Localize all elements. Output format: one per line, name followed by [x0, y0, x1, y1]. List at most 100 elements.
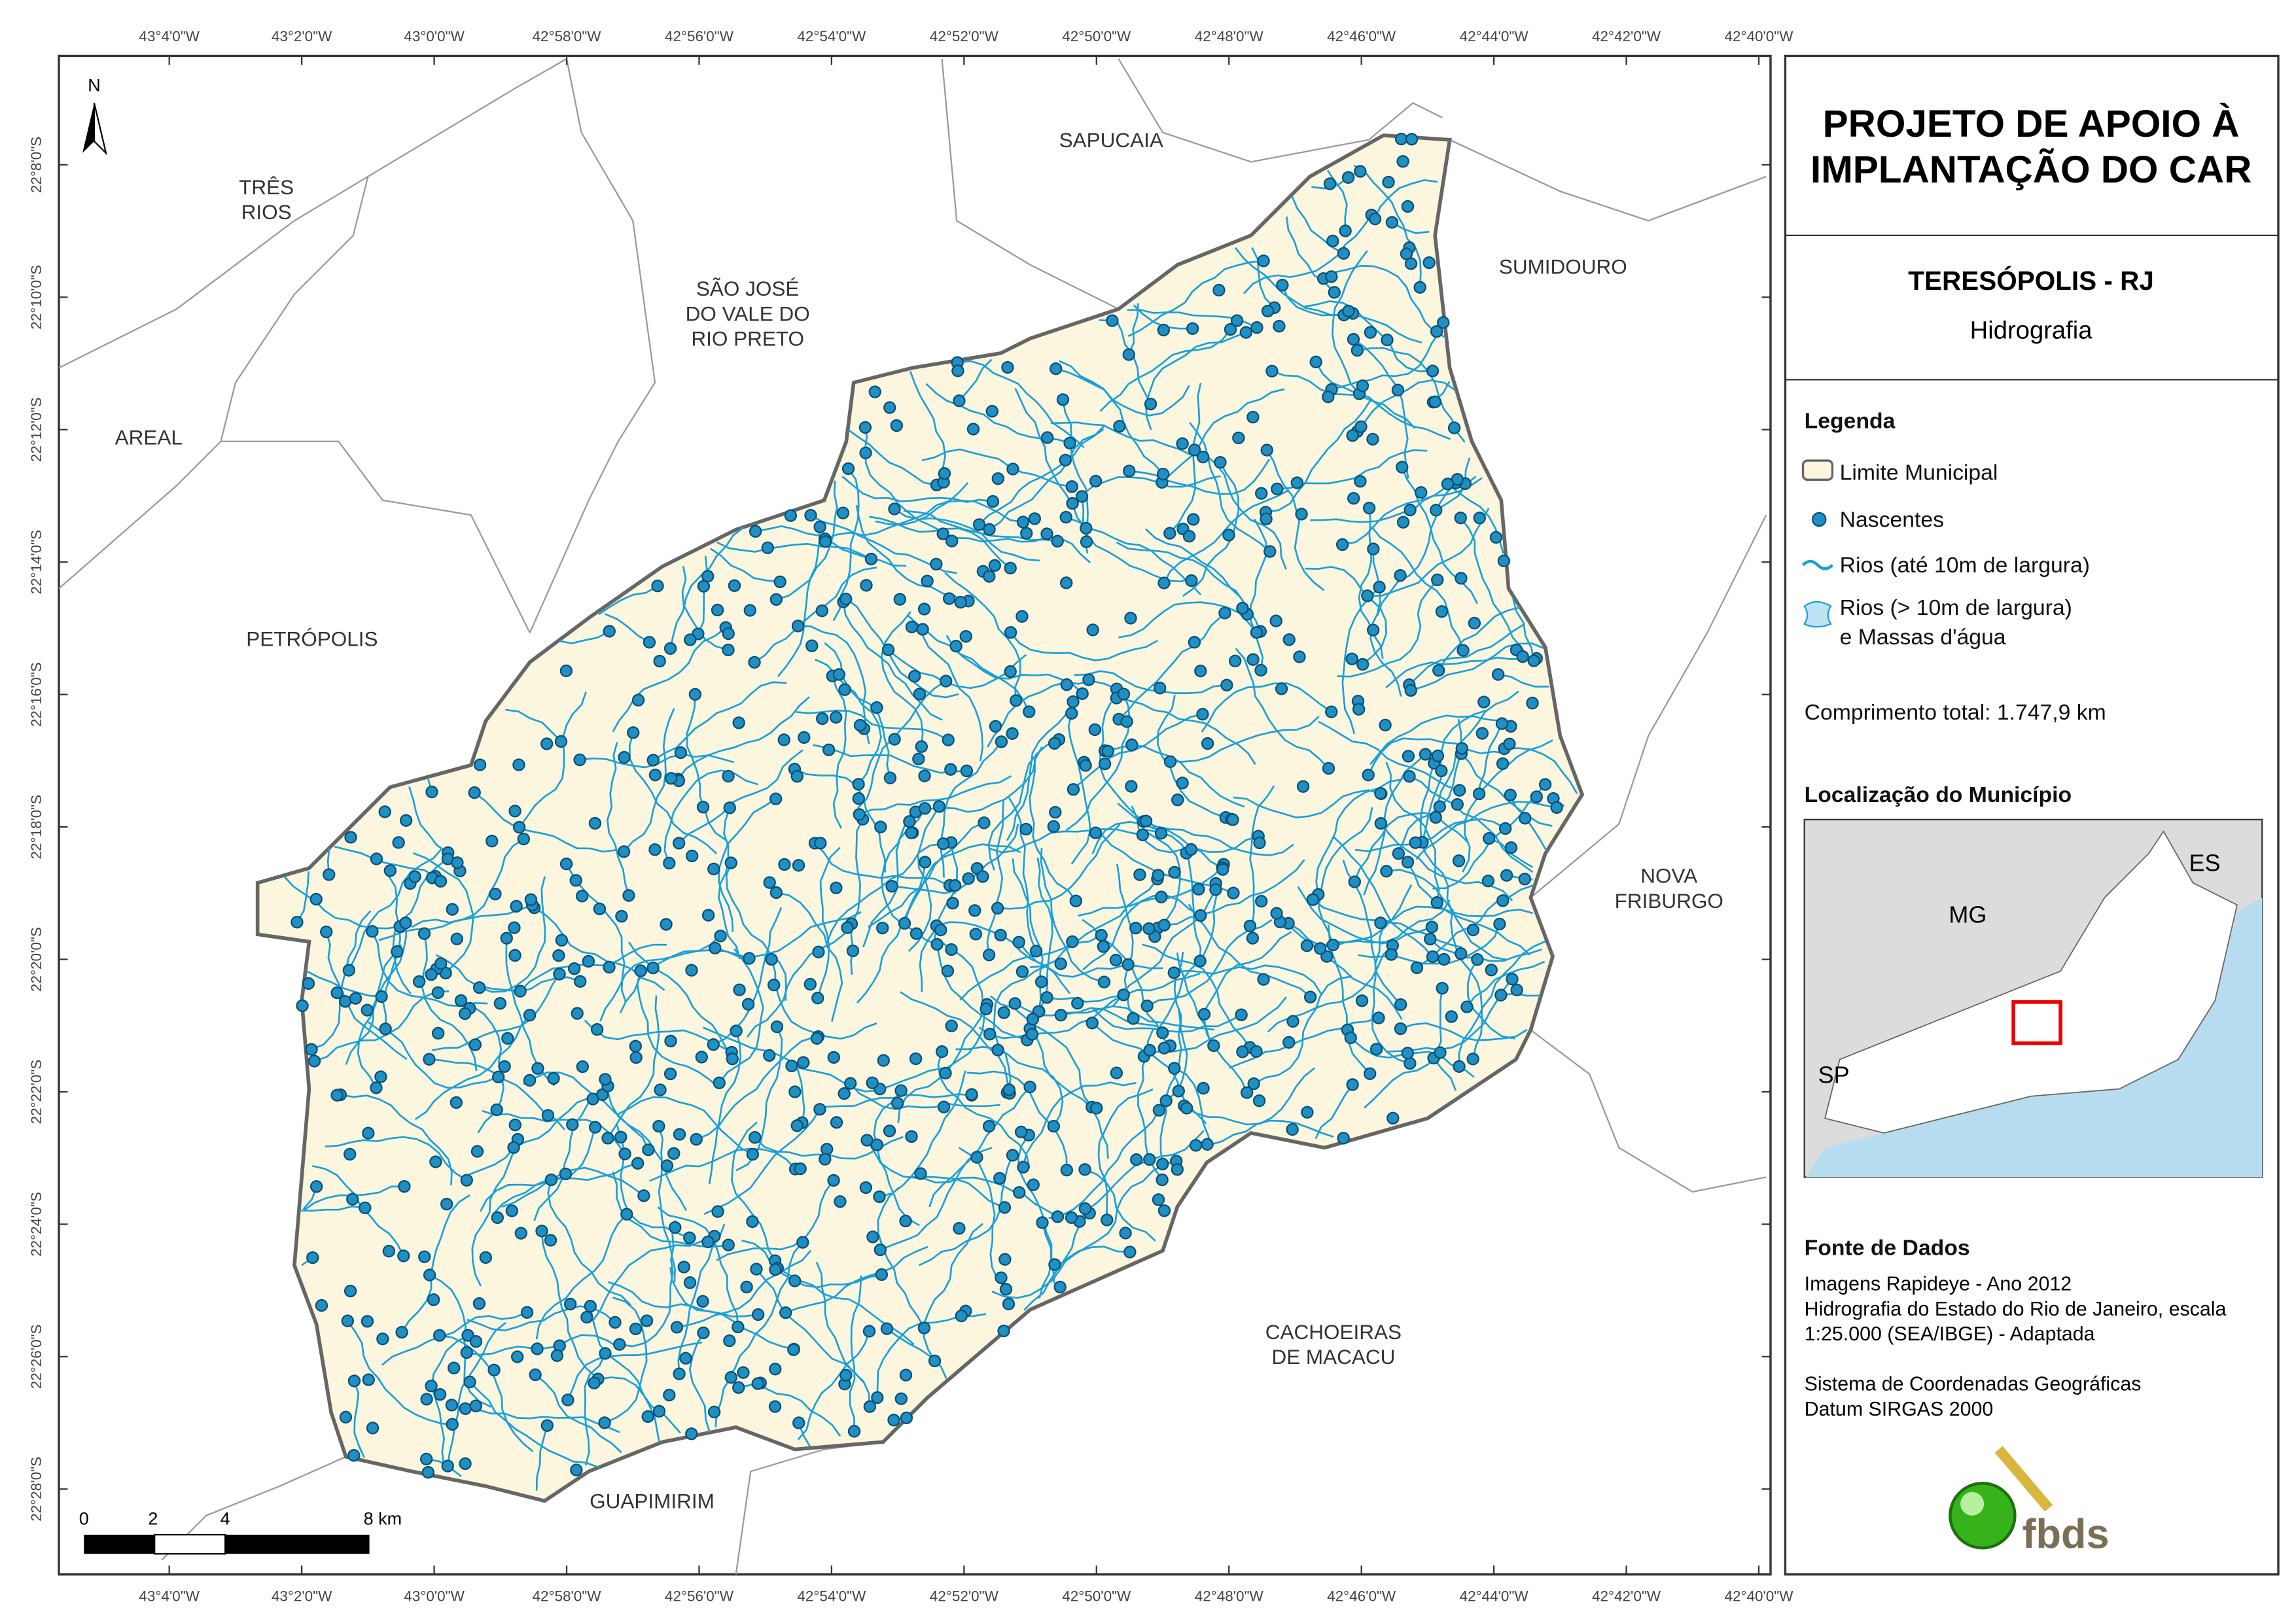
- logo-ball: [1949, 1482, 2017, 1550]
- river: [1337, 579, 1438, 678]
- spring: [871, 1391, 884, 1405]
- river: [1176, 952, 1248, 1093]
- spring: [1391, 383, 1405, 396]
- spring: [1437, 316, 1450, 329]
- spring: [1260, 444, 1273, 457]
- spring: [890, 419, 903, 432]
- river: [1128, 303, 1139, 355]
- spring: [1430, 504, 1443, 517]
- river: [1235, 247, 1344, 316]
- spring: [1034, 975, 1048, 988]
- spring: [1232, 431, 1245, 445]
- spring: [815, 604, 828, 618]
- river: [1029, 1028, 1109, 1159]
- lon-label: 43°2'0"W: [272, 1588, 332, 1604]
- spring: [634, 964, 647, 977]
- spring: [841, 462, 855, 476]
- spring: [1424, 932, 1437, 946]
- spring: [1374, 817, 1388, 830]
- spring: [323, 868, 336, 881]
- spring: [732, 1320, 745, 1334]
- spring: [903, 815, 916, 828]
- spring: [1194, 909, 1207, 922]
- spring: [1002, 1083, 1016, 1096]
- spring: [582, 954, 595, 968]
- spring: [1196, 450, 1210, 464]
- river: [955, 1046, 1064, 1127]
- spring: [588, 1376, 601, 1389]
- place-name: DO VALE DO: [686, 302, 810, 325]
- spring: [1396, 155, 1409, 168]
- spring: [1089, 474, 1103, 488]
- river: [347, 1320, 454, 1426]
- spring: [1065, 1211, 1078, 1224]
- river: [1409, 775, 1534, 873]
- spring: [999, 1283, 1013, 1296]
- spring: [1159, 1094, 1173, 1108]
- spring: [1106, 314, 1119, 327]
- spring: [1394, 569, 1407, 582]
- river: [1371, 526, 1464, 651]
- spring: [1339, 224, 1352, 237]
- spring: [1477, 695, 1491, 708]
- river: [677, 696, 810, 780]
- spring: [832, 668, 846, 681]
- spring: [1176, 437, 1189, 450]
- spring: [905, 620, 919, 634]
- spring: [888, 502, 901, 515]
- spring: [1218, 606, 1231, 620]
- spring: [905, 1130, 918, 1143]
- spring: [1171, 1163, 1184, 1176]
- spring: [1503, 737, 1516, 750]
- spring: [894, 1084, 908, 1097]
- spring: [1282, 1036, 1296, 1049]
- river: [958, 1147, 1007, 1290]
- spring: [508, 1118, 521, 1132]
- spring: [346, 1193, 359, 1206]
- spring: [584, 1300, 597, 1313]
- spring: [714, 930, 727, 943]
- spring: [768, 1400, 782, 1413]
- spring: [593, 902, 607, 916]
- sources-title: Fonte de Dados: [1805, 1236, 1970, 1261]
- scale-label: 4: [221, 1509, 230, 1528]
- legend-item: Limite Municipal: [1840, 460, 1998, 485]
- spring: [615, 909, 628, 923]
- spring: [1491, 668, 1505, 681]
- lon-label: 42°50'0"W: [1062, 1588, 1131, 1604]
- river: [617, 1096, 753, 1155]
- spring: [491, 1211, 504, 1224]
- river: [937, 1051, 1031, 1168]
- spring: [603, 625, 616, 638]
- spring: [609, 1316, 622, 1329]
- spring: [875, 1268, 889, 1282]
- river: [815, 1261, 871, 1407]
- spring: [433, 1388, 447, 1401]
- river: [725, 862, 787, 1001]
- river: [296, 871, 310, 923]
- spring: [349, 992, 362, 1005]
- river: [1169, 383, 1202, 534]
- inset-label: ES: [2189, 850, 2221, 877]
- spring: [1322, 761, 1335, 775]
- river: [299, 1205, 366, 1212]
- spring: [1482, 831, 1496, 845]
- spring: [315, 1299, 328, 1312]
- lon-label: 42°42'0"W: [1592, 28, 1661, 44]
- spring: [648, 843, 662, 856]
- river: [726, 1242, 804, 1380]
- spring: [743, 604, 756, 617]
- spring: [891, 1096, 904, 1109]
- river: [604, 1079, 688, 1212]
- spring: [1004, 665, 1017, 678]
- spring: [1457, 644, 1470, 657]
- river: [842, 601, 943, 721]
- spring: [791, 620, 805, 633]
- scale-seg: [84, 1535, 155, 1554]
- spring: [779, 1306, 792, 1319]
- spring: [751, 1377, 764, 1390]
- spring: [1086, 623, 1099, 637]
- spring: [344, 1147, 357, 1161]
- river: [746, 923, 853, 1038]
- spring: [1415, 486, 1428, 499]
